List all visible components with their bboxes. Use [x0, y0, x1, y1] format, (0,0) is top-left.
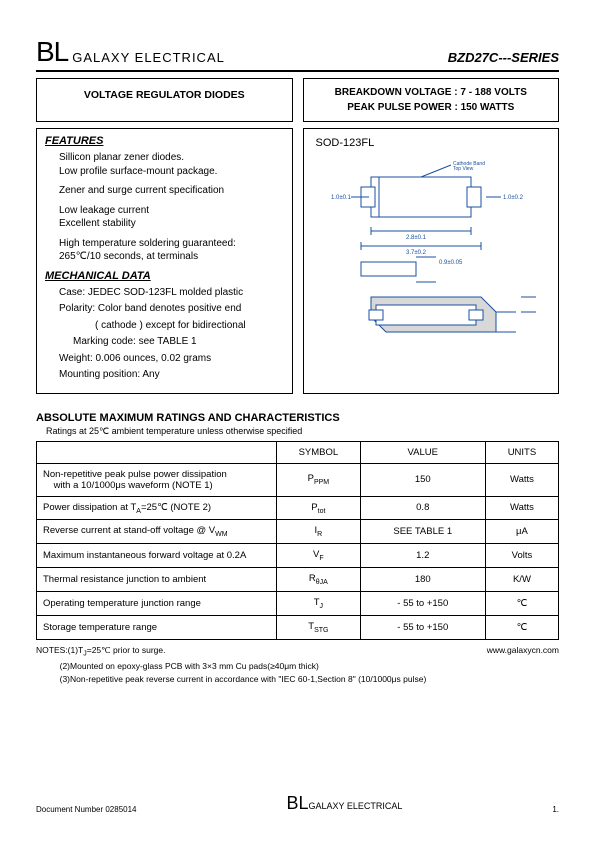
- units-cell: Watts: [485, 463, 558, 496]
- note-2: (2)Mounted on epoxy-glass PCB with 3×3 m…: [60, 661, 319, 671]
- note-1: NOTES:(1)TJ=25℃ prior to surge.: [36, 645, 166, 655]
- features-heading: FEATURES: [45, 135, 284, 147]
- value-cell: 180: [360, 568, 485, 592]
- note-3: (3)Non-repetitive peak reverse current i…: [60, 674, 427, 684]
- param-cell: Non-repetitive peak pulse power dissipat…: [37, 463, 277, 496]
- mechanical-heading: MECHANICAL DATA: [45, 270, 284, 282]
- table-row: Reverse current at stand-off voltage @ V…: [37, 520, 559, 544]
- breakdown-voltage: BREAKDOWN VOLTAGE : 7 - 188 VOLTS: [308, 85, 555, 100]
- value-cell: - 55 to +150: [360, 592, 485, 616]
- param-cell: Storage temperature range: [37, 615, 277, 639]
- col-param: [37, 441, 277, 463]
- svg-text:2.8±0.1: 2.8±0.1: [406, 235, 427, 241]
- doc-number: Document Number 0285014: [36, 805, 137, 814]
- mech-item: Case: JEDEC SOD-123FL molded plastic: [59, 286, 284, 300]
- symbol-cell: TSTG: [277, 615, 361, 639]
- symbol-cell: VF: [277, 544, 361, 568]
- param-cell: Operating temperature junction range: [37, 592, 277, 616]
- mech-item: ( cathode ) except for bidirectional: [95, 319, 284, 333]
- units-cell: μA: [485, 520, 558, 544]
- value-cell: SEE TABLE 1: [360, 520, 485, 544]
- symbol-cell: RθJA: [277, 568, 361, 592]
- svg-text:1.0±0.2: 1.0±0.2: [503, 195, 524, 201]
- brand-bl: BL: [36, 36, 68, 68]
- symbol-cell: TJ: [277, 592, 361, 616]
- title-left: VOLTAGE REGULATOR DIODES: [36, 78, 293, 122]
- units-cell: K/W: [485, 568, 558, 592]
- abs-subheading: Ratings at 25℃ ambient temperature unles…: [46, 426, 559, 437]
- package-box: SOD-123FL Cathode Band Top View 1.0±0.1: [303, 128, 560, 394]
- units-cell: Volts: [485, 544, 558, 568]
- value-cell: 1.2: [360, 544, 485, 568]
- header: BL GALAXY ELECTRICAL BZD27C---SERIES: [36, 36, 559, 72]
- table-row: Thermal resistance junction to ambient R…: [37, 568, 559, 592]
- page-number: 1.: [552, 805, 559, 814]
- feature-item: Sillicon planar zener diodes.: [59, 151, 284, 165]
- features-box: FEATURES Sillicon planar zener diodes. L…: [36, 128, 293, 394]
- table-header-row: SYMBOL VALUE UNITS: [37, 441, 559, 463]
- feature-item: Low profile surface-mount package.: [59, 165, 284, 179]
- package-label: SOD-123FL: [316, 137, 551, 149]
- feature-item: 265℃/10 seconds, at terminals: [59, 250, 284, 264]
- mech-item: Mounting position: Any: [59, 368, 284, 382]
- series-label: BZD27C---SERIES: [448, 50, 559, 68]
- table-row: Operating temperature junction range TJ …: [37, 592, 559, 616]
- ratings-table: SYMBOL VALUE UNITS Non-repetitive peak p…: [36, 441, 559, 640]
- svg-text:Top View: Top View: [453, 166, 474, 172]
- footer: Document Number 0285014 BLGALAXY ELECTRI…: [36, 793, 559, 814]
- value-cell: - 55 to +150: [360, 615, 485, 639]
- symbol-cell: PPPM: [277, 463, 361, 496]
- units-cell: ℃: [485, 592, 558, 616]
- table-row: Non-repetitive peak pulse power dissipat…: [37, 463, 559, 496]
- param-cell: Reverse current at stand-off voltage @ V…: [37, 520, 277, 544]
- abs-heading: ABSOLUTE MAXIMUM RATINGS AND CHARACTERIS…: [36, 412, 559, 424]
- svg-text:0.9±0.05: 0.9±0.05: [439, 260, 463, 266]
- brand-name: GALAXY ELECTRICAL: [72, 50, 225, 68]
- brand: BL GALAXY ELECTRICAL: [36, 36, 225, 68]
- table-row: Power dissipation at TA=25℃ (NOTE 2) Pto…: [37, 496, 559, 520]
- value-cell: 0.8: [360, 496, 485, 520]
- col-units: UNITS: [485, 441, 558, 463]
- footer-brand: BLGALAXY ELECTRICAL: [286, 793, 402, 814]
- value-cell: 150: [360, 463, 485, 496]
- units-cell: ℃: [485, 615, 558, 639]
- feature-item: Excellent stability: [59, 217, 284, 231]
- mech-item: Polarity: Color band denotes positive en…: [59, 302, 284, 316]
- symbol-cell: IR: [277, 520, 361, 544]
- mech-item: Weight: 0.006 ounces, 0.02 grams: [59, 352, 284, 366]
- title-right: BREAKDOWN VOLTAGE : 7 - 188 VOLTS PEAK P…: [303, 78, 560, 122]
- title-row: VOLTAGE REGULATOR DIODES BREAKDOWN VOLTA…: [36, 78, 559, 122]
- svg-text:1.0±0.1: 1.0±0.1: [331, 195, 352, 201]
- param-cell: Power dissipation at TA=25℃ (NOTE 2): [37, 496, 277, 520]
- mech-item: Marking code: see TABLE 1: [73, 335, 284, 349]
- param-cell: Thermal resistance junction to ambient: [37, 568, 277, 592]
- symbol-cell: Ptot: [277, 496, 361, 520]
- package-diagram: Cathode Band Top View 1.0±0.1 1.0±0.2 2.…: [321, 157, 541, 347]
- info-row: FEATURES Sillicon planar zener diodes. L…: [36, 128, 559, 394]
- table-row: Storage temperature range TSTG - 55 to +…: [37, 615, 559, 639]
- peak-pulse-power: PEAK PULSE POWER : 150 WATTS: [308, 100, 555, 115]
- svg-text:3.7±0.2: 3.7±0.2: [406, 250, 427, 256]
- col-symbol: SYMBOL: [277, 441, 361, 463]
- feature-item: Low leakage current: [59, 204, 284, 218]
- notes: NOTES:(1)TJ=25℃ prior to surge. www.gala…: [36, 644, 559, 686]
- url: www.galaxycn.com: [487, 644, 559, 657]
- table-row: Maximum instantaneous forward voltage at…: [37, 544, 559, 568]
- feature-item: Zener and surge current specification: [59, 184, 284, 198]
- units-cell: Watts: [485, 496, 558, 520]
- col-value: VALUE: [360, 441, 485, 463]
- feature-item: High temperature soldering guaranteed:: [59, 237, 284, 251]
- param-cell: Maximum instantaneous forward voltage at…: [37, 544, 277, 568]
